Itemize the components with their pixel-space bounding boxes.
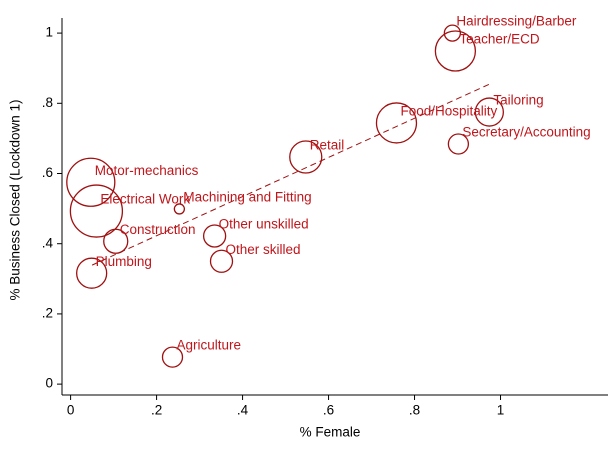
bubble [76, 257, 108, 289]
bubble [173, 203, 186, 215]
y-tick-label: 1 [45, 25, 53, 40]
fit-line [91, 83, 490, 266]
x-tick-label: .4 [237, 403, 249, 418]
x-tick-label: .8 [409, 403, 420, 418]
point-label: Electrical Work [100, 192, 190, 207]
point-label: Motor-mechanics [95, 163, 199, 178]
point-label: Other unskilled [219, 217, 309, 232]
y-tick-label: 0 [45, 376, 53, 391]
point-label: Plumbing [96, 254, 152, 269]
bubble [103, 228, 129, 254]
x-tick-label: .2 [151, 403, 162, 418]
point-label: Hairdressing/Barber [456, 14, 577, 29]
bubble [161, 346, 184, 368]
x-tick-label: .6 [323, 403, 334, 418]
point-label: Construction [120, 222, 196, 237]
y-tick-label: .8 [42, 95, 53, 110]
point-label: Other skilled [226, 242, 301, 257]
point-label: Tailoring [493, 93, 543, 108]
x-tick-label: 0 [67, 403, 75, 418]
bubble [66, 157, 116, 207]
point-label: Secretary/Accounting [462, 125, 590, 140]
bubble [375, 102, 418, 144]
bubble [443, 24, 462, 42]
bubble [209, 249, 234, 273]
y-axis-title: % Business Closed (Lockdown 1) [8, 99, 23, 300]
bubble [434, 30, 477, 72]
point-label: Teacher/ECD [459, 32, 540, 47]
y-tick-label: .4 [42, 235, 54, 250]
x-tick-label: 1 [497, 403, 505, 418]
point-label: Retail [310, 138, 345, 153]
bubble [69, 184, 124, 238]
point-label: Machining and Fitting [183, 190, 311, 205]
bubble [202, 224, 227, 248]
y-tick-label: .6 [42, 165, 53, 180]
bubble [474, 97, 504, 127]
bubble [447, 133, 470, 155]
y-tick-label: .2 [42, 305, 53, 320]
point-label: Food/Hospitality [400, 104, 497, 119]
point-label: Agriculture [176, 338, 241, 353]
bubble [289, 140, 323, 174]
x-axis-title: % Female [300, 425, 361, 440]
